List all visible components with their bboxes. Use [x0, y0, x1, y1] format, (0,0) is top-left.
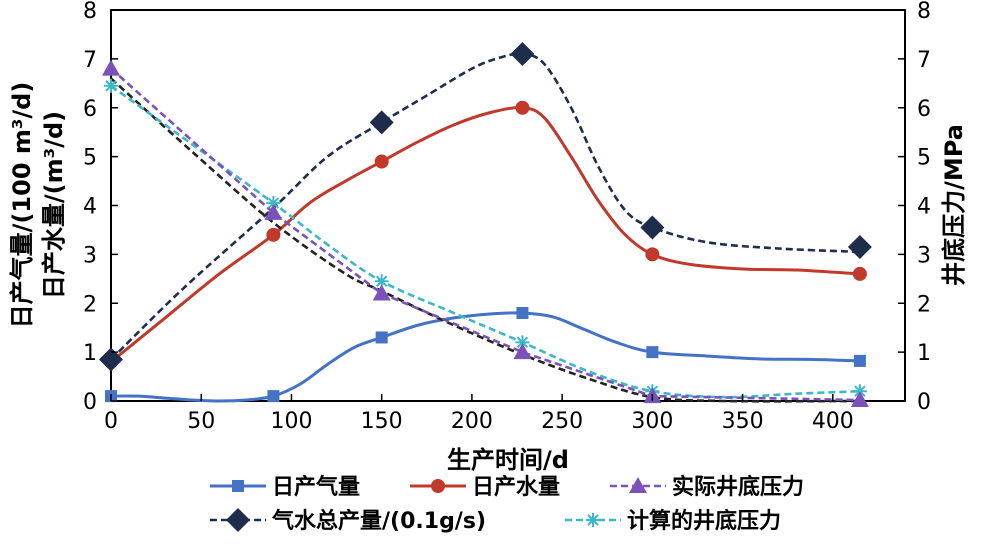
x-tick-label: 300 — [631, 409, 673, 434]
y-right-tick-label: 0 — [917, 390, 931, 415]
y-left-tick-label: 5 — [83, 146, 97, 171]
series-marker-1 — [266, 227, 281, 242]
series-marker-3 — [99, 347, 123, 372]
x-tick-label: 150 — [361, 409, 403, 434]
series-marker-2 — [102, 59, 120, 76]
series-marker-2 — [264, 203, 283, 220]
series-marker-0 — [375, 331, 388, 344]
series-marker-3 — [847, 235, 872, 260]
y-right-tick-label: 4 — [917, 195, 931, 220]
y-right-tick-label: 8 — [917, 0, 931, 24]
x-tick-label: 50 — [187, 409, 215, 434]
legend-marker — [629, 477, 647, 493]
legend-label: 计算的井底压力 — [627, 508, 781, 534]
series-marker-1 — [374, 154, 389, 169]
legend-label: 日产气量 — [272, 474, 360, 500]
x-tick-label: 0 — [104, 409, 118, 434]
series-marker-1 — [645, 247, 660, 262]
y-left-tick-label: 2 — [83, 292, 97, 317]
y-axis-left-title-2: 日产水量/(m³/d) — [40, 111, 68, 299]
y-left-tick-label: 7 — [83, 48, 97, 73]
series-line-3 — [110, 52, 860, 361]
series-marker-3 — [510, 41, 535, 66]
y-left-tick-label: 0 — [83, 390, 97, 415]
x-axis-title: 生产时间/d — [447, 446, 569, 474]
series-marker-5 — [104, 78, 118, 93]
y-right-tick-label: 6 — [917, 97, 931, 122]
y-right-tick-label: 5 — [917, 146, 931, 171]
legend-marker — [226, 508, 250, 532]
y-right-tick-label: 3 — [917, 243, 931, 268]
x-tick-label: 400 — [812, 409, 854, 434]
y-left-tick-label: 6 — [83, 97, 97, 122]
series-marker-0 — [516, 307, 529, 320]
legend-marker — [431, 479, 445, 493]
series-marker-3 — [369, 110, 394, 135]
series-marker-1 — [852, 266, 867, 281]
y-right-tick-label: 7 — [917, 48, 931, 73]
y-right-tick-label: 1 — [917, 341, 931, 366]
series-line-5 — [110, 84, 860, 399]
x-tick-label: 100 — [270, 409, 312, 434]
series-marker-2 — [850, 391, 869, 408]
legend-label: 日产水量 — [472, 475, 560, 500]
series-marker-5 — [266, 196, 281, 211]
series-marker-0 — [853, 354, 866, 367]
series-marker-2 — [513, 343, 532, 360]
series-line-0 — [110, 311, 860, 403]
legend-label: 气水总产量/(0.1g/s) — [271, 508, 486, 534]
y-left-tick-label: 8 — [83, 0, 97, 24]
x-tick-label: 250 — [541, 409, 583, 434]
legend-item: 计算的井底压力 — [565, 508, 781, 534]
axis-ticks: 0 50 100 150 200 250 300 350 400 0 1 2 3 4 5 6 7 8 0 1 2 3 4 5 6… — [83, 0, 931, 434]
series-marker-1 — [515, 100, 530, 115]
legend-item: 日产水量 — [410, 475, 560, 500]
y-left-tick-label: 1 — [83, 341, 97, 366]
x-tick-label: 350 — [722, 409, 764, 434]
y-right-tick-label: 2 — [917, 292, 931, 317]
series-line-2 — [110, 67, 860, 402]
legend-item: 气水总产量/(0.1g/s) — [210, 508, 486, 534]
series-marker-5 — [374, 274, 389, 289]
x-tick-label: 200 — [451, 409, 493, 434]
y-left-tick-label: 4 — [83, 195, 97, 220]
series-markers — [99, 41, 872, 408]
legend-marker — [586, 513, 600, 527]
legend-item: 实际井底压力 — [610, 474, 804, 500]
y-left-tick-label: 3 — [83, 243, 97, 268]
series-marker-0 — [267, 390, 280, 403]
legend-marker — [232, 480, 244, 492]
legend-label: 实际井底压力 — [672, 474, 804, 500]
series-marker-0 — [646, 346, 659, 359]
legend-item: 日产气量 — [210, 474, 360, 500]
y-axis-left-title-1: 日产气量/(100 m³/d) — [8, 82, 36, 329]
y-axis-right-title: 井底压力/MPa — [940, 124, 968, 286]
series-marker-3 — [640, 215, 665, 240]
series-marker-2 — [372, 284, 391, 301]
